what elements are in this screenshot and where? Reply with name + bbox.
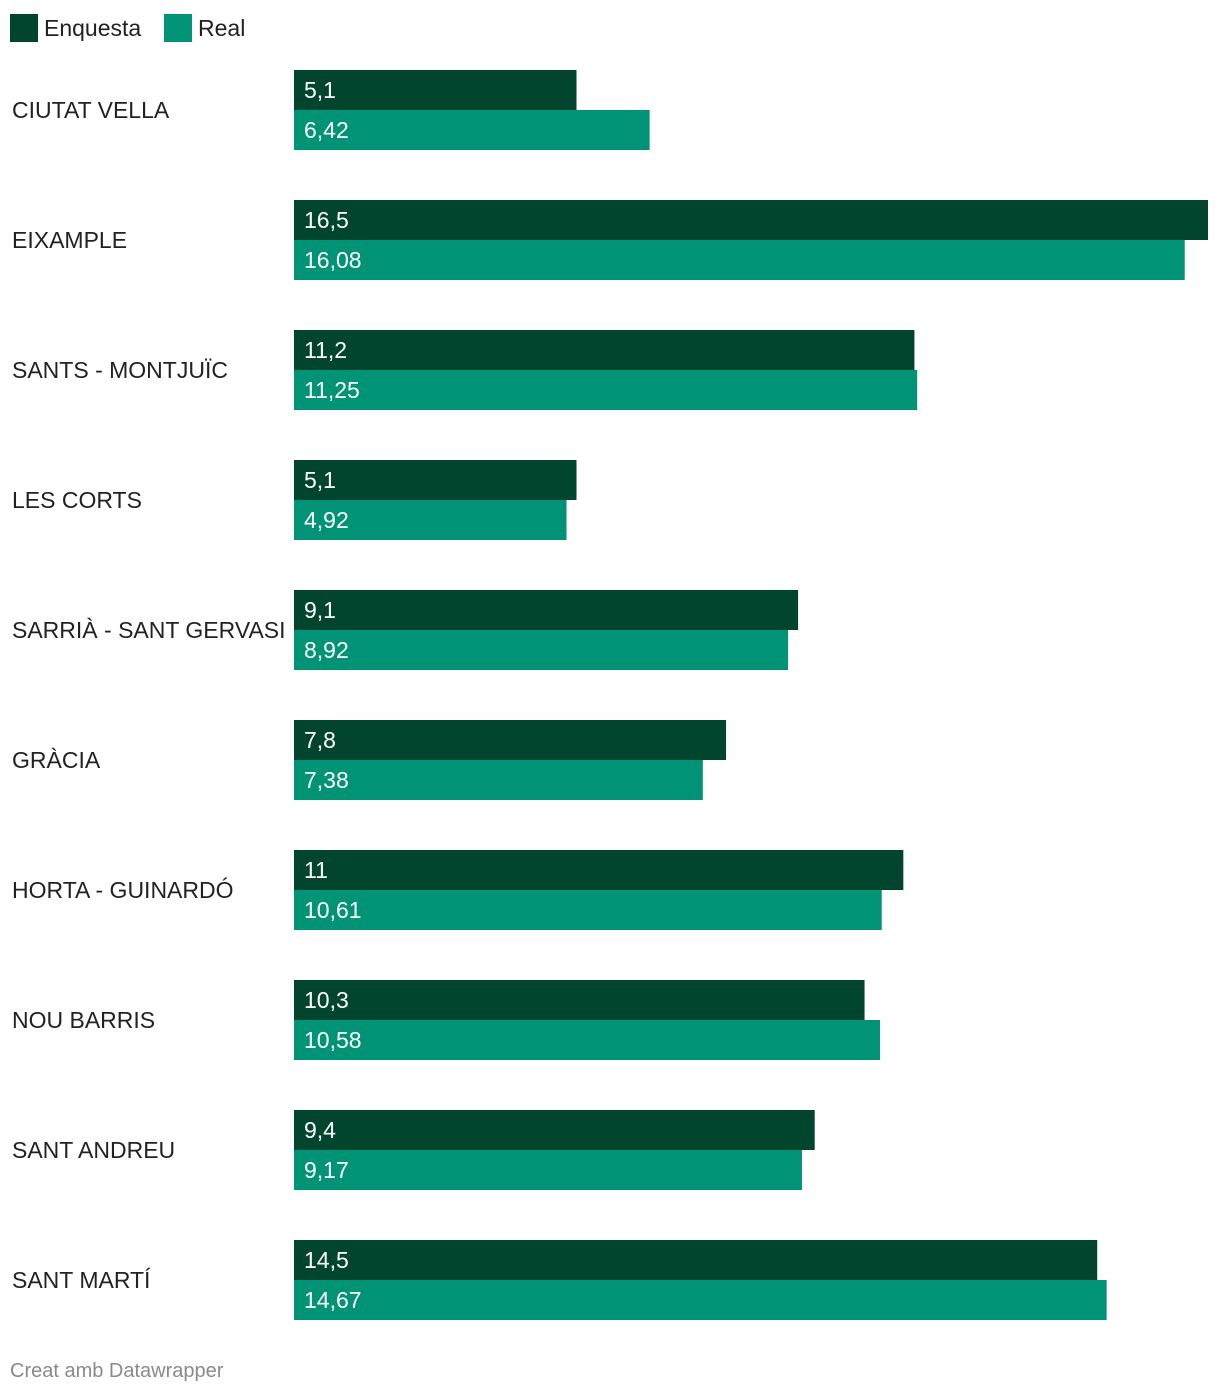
bar-real-gr-cia bbox=[294, 760, 703, 800]
value-label-real-les-corts: 4,92 bbox=[304, 507, 349, 533]
category-label-gr-cia: GRÀCIA bbox=[12, 747, 101, 773]
legend: Enquesta Real bbox=[10, 14, 245, 42]
value-label-enquesta-eixample: 16,5 bbox=[304, 207, 349, 233]
bar-enquesta-ciutat-vella bbox=[294, 70, 577, 110]
bar-real-sant-mart bbox=[294, 1280, 1107, 1320]
category-label-nou-barris: NOU BARRIS bbox=[12, 1007, 155, 1033]
category-label-les-corts: LES CORTS bbox=[12, 487, 142, 513]
legend-swatch-real bbox=[164, 14, 192, 42]
bar-real-sarri-sant-gervasi bbox=[294, 630, 789, 670]
category-label-sant-mart: SANT MARTÍ bbox=[12, 1267, 151, 1293]
legend-label-real: Real bbox=[198, 15, 245, 41]
value-label-enquesta-horta-guinard: 11 bbox=[304, 857, 328, 883]
value-label-enquesta-sant-mart: 14,5 bbox=[304, 1247, 349, 1273]
bar-real-horta-guinard bbox=[294, 890, 882, 930]
legend-label-enquesta: Enquesta bbox=[44, 15, 141, 41]
value-label-real-sarri-sant-gervasi: 8,92 bbox=[304, 637, 349, 663]
bar-real-eixample bbox=[294, 240, 1185, 280]
value-label-enquesta-ciutat-vella: 5,1 bbox=[304, 77, 336, 103]
value-label-enquesta-sarri-sant-gervasi: 9,1 bbox=[304, 597, 336, 623]
bar-real-nou-barris bbox=[294, 1020, 881, 1060]
category-label-sarri-sant-gervasi: SARRIÀ - SANT GERVASI bbox=[12, 617, 286, 643]
value-label-real-sant-mart: 14,67 bbox=[304, 1287, 362, 1313]
category-label-ciutat-vella: CIUTAT VELLA bbox=[12, 97, 170, 123]
category-label-sant-andreu: SANT ANDREU bbox=[12, 1137, 175, 1163]
bar-enquesta-sarri-sant-gervasi bbox=[294, 590, 799, 630]
value-label-enquesta-les-corts: 5,1 bbox=[304, 467, 336, 493]
bar-real-ciutat-vella bbox=[294, 110, 650, 150]
bar-enquesta-nou-barris bbox=[294, 980, 865, 1020]
legend-swatch-enquesta bbox=[10, 14, 38, 42]
footer-credit: Creat amb Datawrapper bbox=[10, 1360, 224, 1382]
value-label-real-horta-guinard: 10,61 bbox=[304, 897, 362, 923]
bar-enquesta-les-corts bbox=[294, 460, 577, 500]
value-label-real-nou-barris: 10,58 bbox=[304, 1027, 362, 1053]
value-label-enquesta-sant-andreu: 9,4 bbox=[304, 1117, 336, 1143]
category-label-horta-guinard: HORTA - GUINARDÓ bbox=[12, 877, 234, 903]
bar-enquesta-eixample bbox=[294, 200, 1208, 240]
value-label-real-gr-cia: 7,38 bbox=[304, 767, 349, 793]
bar-enquesta-gr-cia bbox=[294, 720, 727, 760]
bar-real-sants-montju-c bbox=[294, 370, 918, 410]
bar-real-les-corts bbox=[294, 500, 567, 540]
value-label-real-ciutat-vella: 6,42 bbox=[304, 117, 349, 143]
bar-enquesta-sant-andreu bbox=[294, 1110, 815, 1150]
value-label-enquesta-nou-barris: 10,3 bbox=[304, 987, 349, 1013]
value-label-real-sant-andreu: 9,17 bbox=[304, 1157, 349, 1183]
value-label-enquesta-gr-cia: 7,8 bbox=[304, 727, 336, 753]
category-label-eixample: EIXAMPLE bbox=[12, 227, 127, 253]
bar-enquesta-horta-guinard bbox=[294, 850, 904, 890]
bar-real-sant-andreu bbox=[294, 1150, 802, 1190]
value-label-real-sants-montju-c: 11,25 bbox=[304, 377, 360, 403]
plot-area: CIUTAT VELLA 5,1 6,42 EIXAMPLE 16,5 16,08 SANT… bbox=[12, 70, 1208, 1320]
category-label-sants-montju-c: SANTS - MONTJUÏC bbox=[12, 357, 228, 383]
bar-enquesta-sants-montju-c bbox=[294, 330, 915, 370]
value-label-enquesta-sants-montju-c: 11,2 bbox=[304, 337, 347, 363]
bar-enquesta-sant-mart bbox=[294, 1240, 1098, 1280]
value-label-real-eixample: 16,08 bbox=[304, 247, 362, 273]
